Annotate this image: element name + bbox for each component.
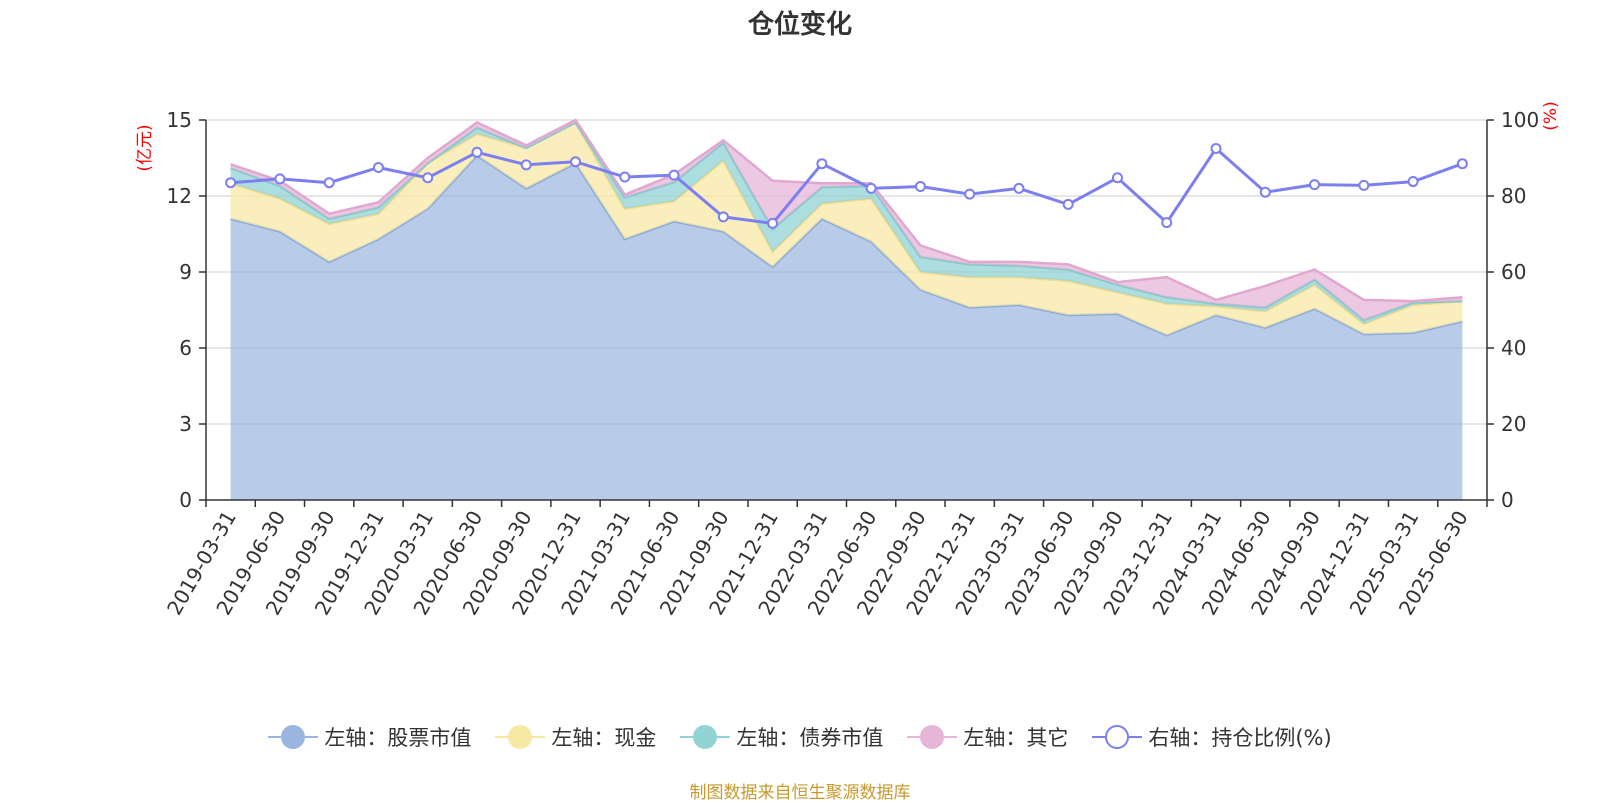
left-tick-label: 0 (179, 488, 192, 512)
legend-swatch-icon (495, 724, 546, 750)
legend-item[interactable]: 左轴：现金 (495, 722, 656, 752)
ratio-point (520, 159, 532, 171)
right-tick-label: 60 (1501, 260, 1526, 284)
legend-label: 左轴：其它 (963, 726, 1069, 750)
ratio-point (1161, 217, 1173, 229)
legend-label: 右轴：持仓比例(%) (1148, 726, 1332, 750)
left-tick-label: 6 (179, 336, 192, 360)
ratio-point (1111, 172, 1123, 184)
ratio-point (570, 156, 582, 168)
area-series-1 (230, 122, 1463, 336)
right-axis-unit: (%) (1541, 101, 1561, 130)
legend-swatch-icon (268, 724, 319, 750)
left-tick-label: 3 (179, 412, 192, 436)
right-tick-label: 20 (1501, 412, 1526, 436)
legend-label: 左轴：债券市值 (736, 726, 884, 750)
ratio-point (865, 182, 877, 194)
ratio-point (914, 181, 926, 192)
right-tick-label: 80 (1501, 184, 1526, 208)
legend-swatch-icon (680, 724, 731, 750)
ratio-point (1210, 143, 1222, 154)
ratio-line (230, 146, 1463, 225)
legend-item[interactable]: 左轴：股票市值 (268, 722, 471, 752)
ratio-line-layer (225, 143, 1468, 229)
ratio-point (767, 217, 779, 229)
ratio-point (372, 162, 384, 173)
area-series-0 (230, 155, 1463, 500)
ratio-point (1259, 186, 1271, 198)
ratio-point (816, 158, 828, 170)
chart-title: 仓位变化 (747, 10, 852, 40)
legend-label: 左轴：股票市值 (324, 726, 472, 750)
ratio-point (964, 188, 976, 200)
ratio-point (668, 169, 680, 181)
legend-item[interactable]: 左轴：债券市值 (680, 722, 883, 752)
ratio-point (422, 172, 434, 184)
right-tick-label: 40 (1501, 336, 1526, 360)
ratio-point (1407, 176, 1419, 188)
stacked-areas (230, 118, 1463, 500)
legend-label: 左轴：现金 (551, 726, 657, 750)
ratio-point (471, 146, 483, 158)
ratio-point (274, 173, 286, 185)
legend: 左轴：股票市值 左轴：现金 左轴：债券市值 左轴：其它 右轴：持仓比例(%) (0, 722, 1600, 752)
ratio-point (717, 211, 729, 223)
ratio-point (1309, 179, 1321, 191)
left-tick-label: 12 (167, 184, 192, 208)
left-axis-unit: (亿元) (135, 124, 155, 171)
right-tick-label: 0 (1501, 488, 1514, 512)
left-tick-label: 15 (167, 108, 192, 132)
ratio-point (619, 171, 631, 183)
ratio-point (225, 177, 237, 189)
legend-swatch-icon (1092, 724, 1143, 750)
area-series-edge-3 (230, 118, 1463, 303)
ratio-point (1062, 198, 1074, 210)
ratio-point (1013, 182, 1025, 194)
source-footer: 制图数据来自恒生聚源数据库 (689, 783, 911, 803)
legend-swatch-icon (907, 724, 958, 750)
ratio-point (1456, 158, 1468, 170)
legend-item[interactable]: 右轴：持仓比例(%) (1092, 722, 1332, 752)
ratio-point (1358, 179, 1370, 191)
ratio-point (323, 177, 335, 189)
legend-item[interactable]: 左轴：其它 (907, 722, 1068, 752)
left-tick-label: 9 (179, 260, 192, 284)
right-tick-label: 100 (1501, 108, 1539, 132)
area-series-2 (230, 122, 1463, 324)
